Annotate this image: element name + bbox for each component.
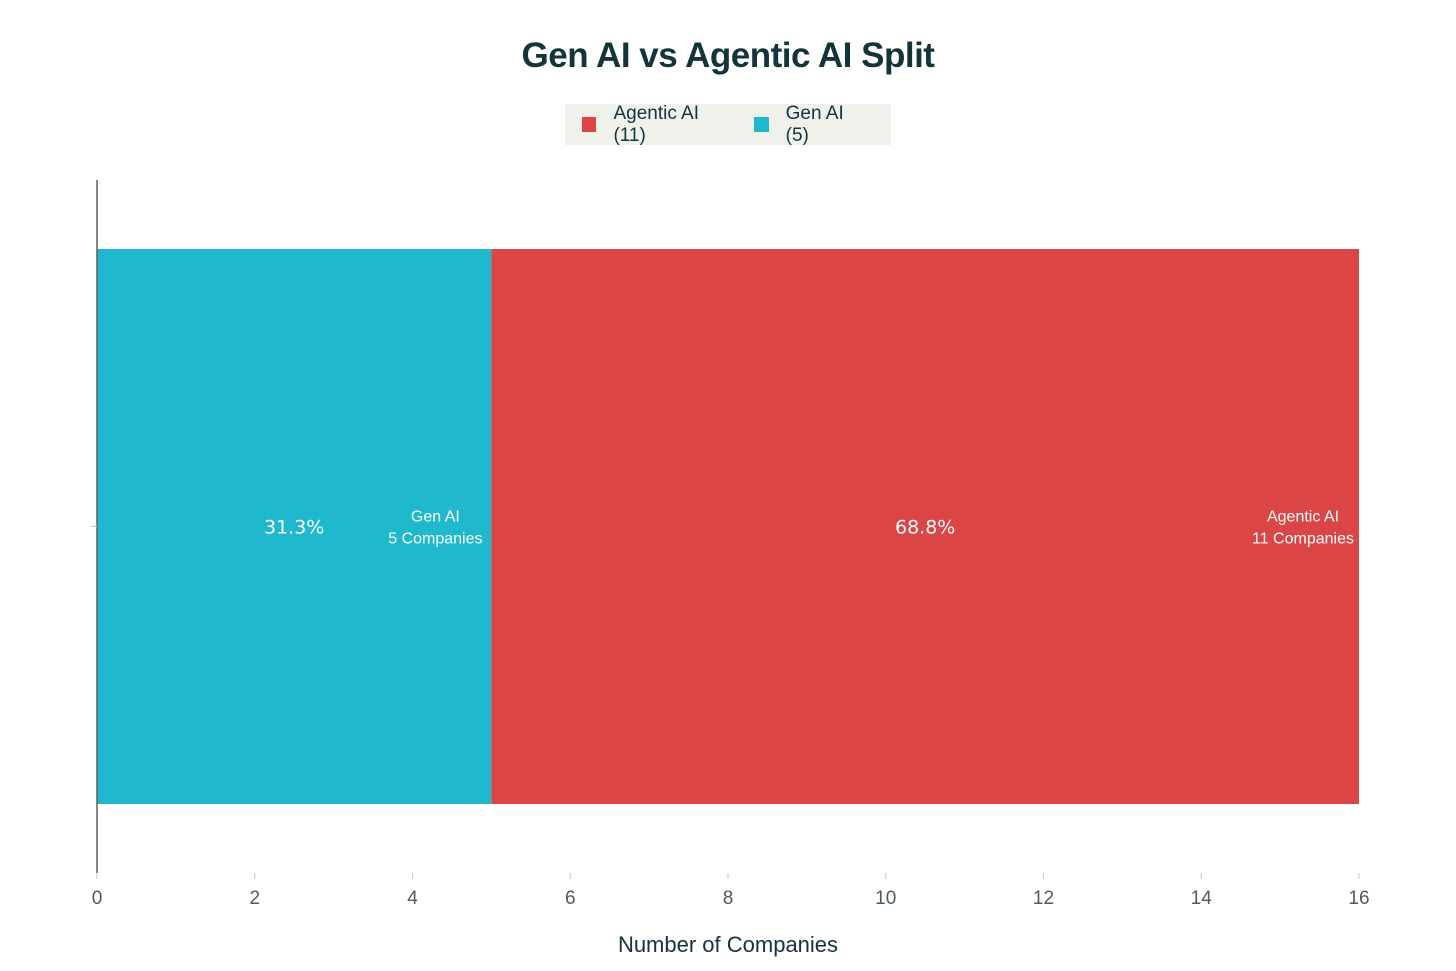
bar-agentic-ai[interactable] [491, 249, 1359, 804]
bar-gen-ai[interactable] [97, 249, 492, 804]
legend-label-agentic-ai: Agentic AI (11) [613, 102, 700, 146]
x-tick-label-0: 0 [92, 888, 103, 909]
percent-label-agentic-ai: 68.8% [895, 517, 955, 539]
end-label-gen-ai-line-2: 5 Companies [388, 531, 482, 548]
end-label-agentic-ai-line-1: Agentic AI [1267, 509, 1339, 526]
legend-item-gen-ai[interactable]: Gen AI (5) [754, 103, 869, 147]
legend-item-agentic-ai[interactable]: Agentic AI (11) [582, 103, 732, 147]
end-label-agentic-ai-line-2: 11 Companies [1252, 531, 1354, 548]
x-tick-label-12: 12 [1033, 888, 1054, 909]
x-tick-label-6: 6 [565, 888, 576, 909]
x-tick-label-2: 2 [249, 888, 260, 909]
x-axis-label: Number of Companies [617, 932, 839, 957]
x-tick-label-8: 8 [723, 888, 734, 909]
legend: Agentic AI (11) Gen AI (5) [565, 103, 891, 147]
end-label-gen-ai-line-1: Gen AI [411, 509, 460, 526]
x-tick-label-14: 14 [1191, 888, 1213, 909]
percent-label-gen-ai: 31.3% [264, 517, 324, 539]
x-tick-label-16: 16 [1348, 888, 1369, 909]
x-tick-label-4: 4 [407, 888, 418, 909]
chart-title: Gen AI vs Agentic AI Split [521, 36, 935, 75]
x-tick-label-10: 10 [875, 888, 896, 909]
legend-swatch-agentic-ai [582, 117, 597, 132]
legend-label-gen-ai: Gen AI (5) [785, 102, 844, 146]
legend-swatch-gen-ai [754, 117, 769, 132]
